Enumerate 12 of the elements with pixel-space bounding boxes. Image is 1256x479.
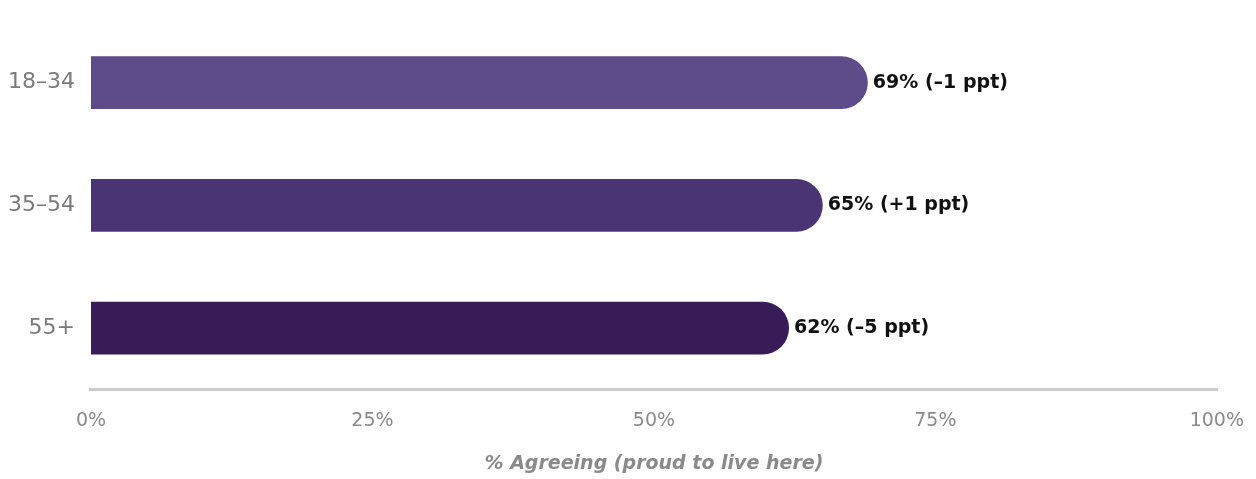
y-tick-label: 55+ xyxy=(28,313,75,339)
x-tick-label: 25% xyxy=(351,407,394,430)
data-label: 65% (+1 ppt) xyxy=(827,192,970,215)
data-label: 62% (–5 ppt) xyxy=(794,314,930,337)
x-tick-label: 75% xyxy=(914,407,957,430)
x-axis-title: % Agreeing (proud to live here) xyxy=(484,450,824,473)
x-tick-label: 0% xyxy=(75,407,107,430)
y-tick-label: 18–34 xyxy=(7,68,75,94)
x-tick-label: 100% xyxy=(1189,407,1244,430)
y-tick-label: 35–54 xyxy=(7,191,75,217)
x-tick-label: 50% xyxy=(632,407,676,430)
data-label: 69% (–1 ppt) xyxy=(872,69,1008,92)
